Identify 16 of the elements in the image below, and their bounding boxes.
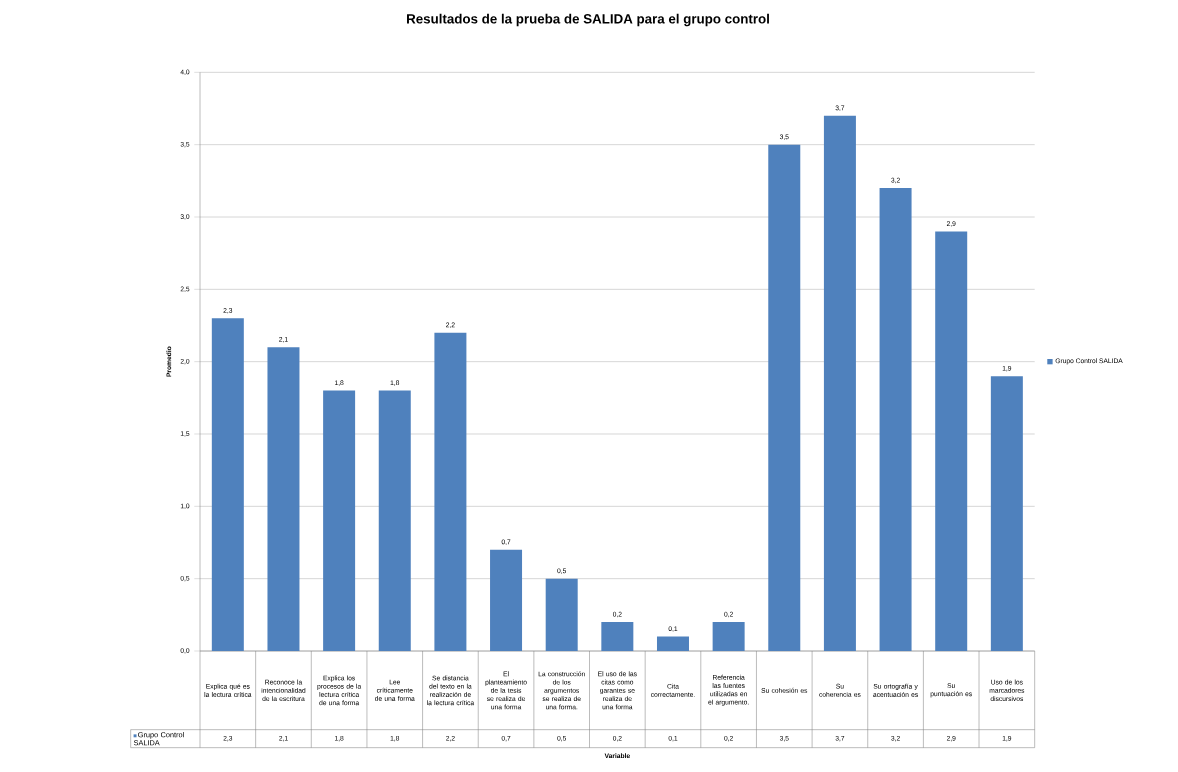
bar bbox=[935, 231, 968, 651]
bar bbox=[601, 622, 634, 651]
bar bbox=[823, 115, 856, 651]
bar bbox=[712, 622, 745, 651]
bar bbox=[378, 390, 411, 651]
bar bbox=[323, 390, 356, 651]
bar bbox=[211, 318, 244, 651]
bar bbox=[656, 636, 689, 651]
bar bbox=[990, 376, 1023, 651]
bar bbox=[434, 332, 467, 651]
bar bbox=[545, 578, 578, 651]
bar bbox=[490, 549, 523, 651]
bar bbox=[879, 188, 912, 651]
chart-title: Resultados de la prueba de SALIDA para el grupo control bbox=[407, 13, 769, 27]
bar bbox=[768, 144, 801, 651]
bar bbox=[267, 347, 300, 651]
